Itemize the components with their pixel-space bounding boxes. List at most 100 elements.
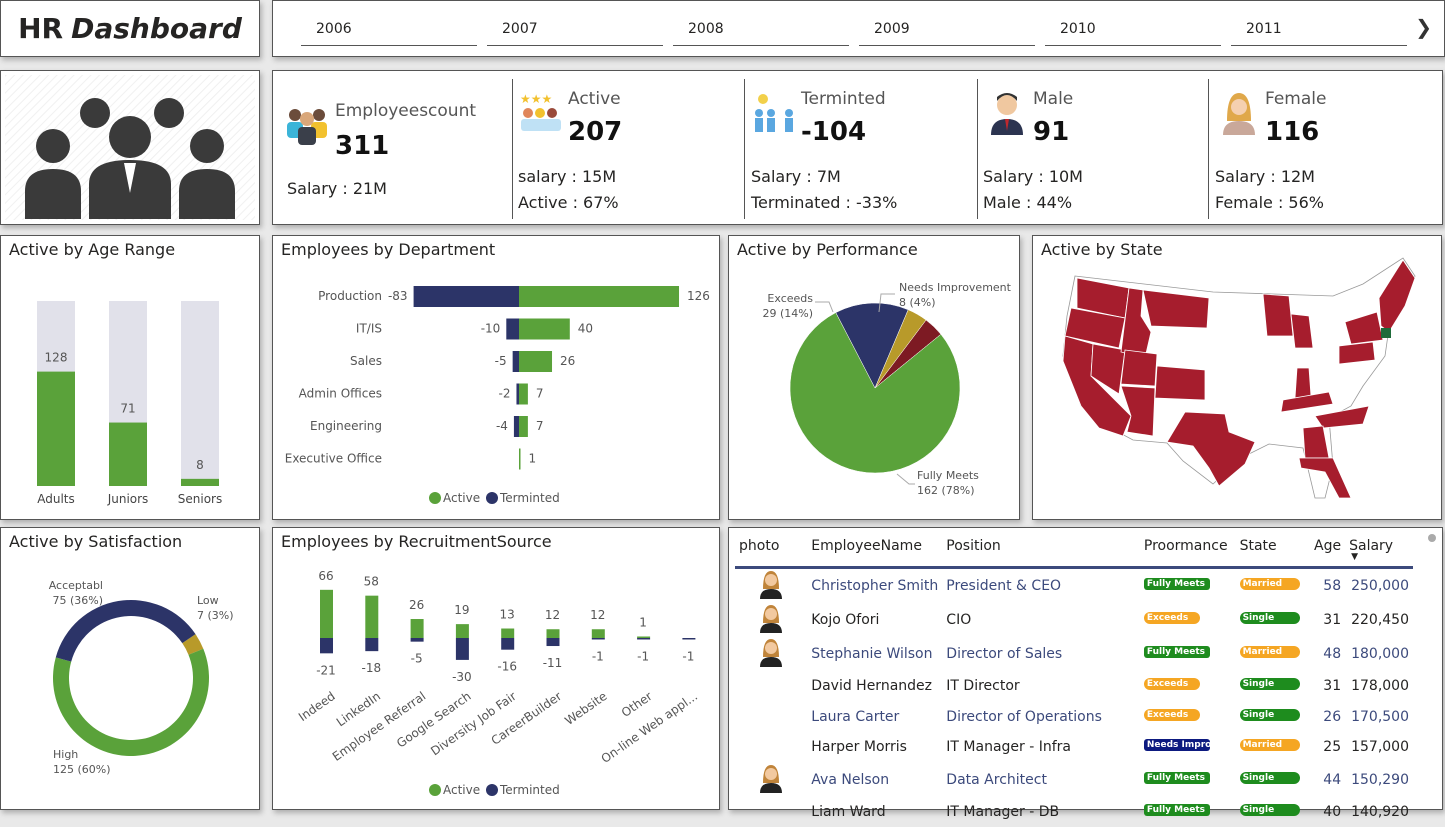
position: IT Manager - Infra bbox=[942, 732, 1140, 763]
kpi-value: 116 bbox=[1265, 117, 1319, 147]
state-wisconsin bbox=[1291, 314, 1313, 348]
age-bar-juniors bbox=[109, 423, 147, 486]
donut-value-label: 7 (3%) bbox=[197, 609, 234, 622]
state-pennsylvania bbox=[1339, 342, 1375, 364]
photo-cell bbox=[735, 671, 807, 702]
year-2007[interactable]: 2007 bbox=[487, 21, 663, 46]
table-row[interactable]: Laura Carter Director of Operations Exce… bbox=[735, 702, 1413, 733]
divider bbox=[744, 79, 745, 219]
recruit-category-label: Other bbox=[619, 689, 655, 720]
employee-name: Kojo Ofori bbox=[807, 603, 942, 637]
state-badge: Single bbox=[1240, 678, 1300, 690]
kpi-salary: Salary : 10M bbox=[983, 167, 1083, 186]
dept-terminated-label: -4 bbox=[496, 419, 508, 433]
table-row[interactable]: Christopher Smith President & CEO Fully … bbox=[735, 568, 1413, 604]
state-cell: Single bbox=[1236, 702, 1306, 733]
col-photo[interactable]: photo bbox=[735, 536, 807, 568]
recruit-terminated-label: -18 bbox=[361, 661, 381, 675]
salary: 150,290 bbox=[1345, 763, 1413, 797]
kpi-label: Employeescount bbox=[335, 101, 476, 121]
table-row[interactable]: Kojo Ofori CIO Exceeds Single 31 220,450 bbox=[735, 603, 1413, 637]
table-row[interactable]: David Hernandez IT Director Exceeds Sing… bbox=[735, 671, 1413, 702]
age-bar-label: 71 bbox=[120, 402, 135, 416]
performance-badge: Exceeds bbox=[1144, 678, 1200, 690]
year-2009[interactable]: 2009 bbox=[859, 21, 1035, 46]
dept-active-bar bbox=[519, 286, 679, 307]
performance-cell: Fully Meets bbox=[1140, 637, 1236, 671]
year-2008[interactable]: 2008 bbox=[673, 21, 849, 46]
state-cell: Single bbox=[1236, 763, 1306, 797]
donut-value-label: 125 (60%) bbox=[53, 763, 111, 776]
col-age[interactable]: Age bbox=[1305, 536, 1345, 568]
performance-cell: Fully Meets bbox=[1140, 568, 1236, 604]
col-employee-name[interactable]: EmployeeName bbox=[807, 536, 942, 568]
kpi-active: ★★★ Active 207 salary : 15M Active : 67% bbox=[518, 77, 738, 219]
recruit-terminated-bar bbox=[411, 638, 424, 642]
recruit-active-label: 66 bbox=[318, 569, 333, 583]
dept-active-bar bbox=[519, 319, 570, 340]
pie-label: Fully Meets bbox=[917, 469, 979, 482]
recruit-terminated-bar bbox=[365, 638, 378, 651]
performance-badge: Exceeds bbox=[1144, 612, 1200, 624]
recruit-terminated-bar bbox=[456, 638, 469, 660]
year-2006[interactable]: 2006 bbox=[301, 21, 477, 46]
legend-active: Active bbox=[443, 783, 480, 797]
col-state[interactable]: State bbox=[1236, 536, 1306, 568]
state-cell: Married bbox=[1236, 568, 1306, 604]
recruit-active-bar bbox=[637, 637, 650, 639]
kpi-label: Active bbox=[568, 89, 621, 109]
pie-label: Needs Improvement bbox=[899, 281, 1012, 294]
dept-category-label: Executive Office bbox=[285, 452, 382, 466]
age: 31 bbox=[1305, 603, 1345, 637]
col-salary[interactable]: Salary▼ bbox=[1345, 536, 1413, 568]
kpi-percent: Male : 44% bbox=[983, 193, 1072, 212]
age-bar-label: 128 bbox=[45, 351, 68, 365]
employee-name: Laura Carter bbox=[807, 702, 942, 733]
kpi-label: Male bbox=[1033, 89, 1073, 109]
dept-terminated-bar bbox=[514, 416, 519, 437]
people-transfer-icon bbox=[751, 91, 799, 135]
col-position[interactable]: Position bbox=[942, 536, 1140, 568]
employee-name: Ava Nelson bbox=[807, 763, 942, 797]
male-avatar-icon bbox=[989, 91, 1037, 135]
kpi-salary: Salary : 12M bbox=[1215, 167, 1315, 186]
col-performance[interactable]: Proormance bbox=[1140, 536, 1236, 568]
photo-cell bbox=[735, 568, 807, 604]
kpi-percent: Active : 67% bbox=[518, 193, 619, 212]
dept-active-label: 40 bbox=[578, 322, 593, 336]
position: President & CEO bbox=[942, 568, 1140, 604]
scrollbar[interactable] bbox=[1428, 534, 1436, 542]
recruit-active-bar bbox=[592, 629, 605, 638]
performance-badge: Fully Meets bbox=[1144, 578, 1210, 590]
pie-label: Exceeds bbox=[767, 292, 813, 305]
legend-terminated-marker bbox=[486, 492, 498, 504]
kpi-value: 311 bbox=[335, 131, 389, 161]
table-row[interactable]: Ava Nelson Data Architect Fully Meets Si… bbox=[735, 763, 1413, 797]
table-row[interactable]: Stephanie Wilson Director of Sales Fully… bbox=[735, 637, 1413, 671]
recruit-terminated-label: -30 bbox=[452, 670, 472, 684]
employee-name: Harper Morris bbox=[807, 732, 942, 763]
dept-category-label: IT/IS bbox=[356, 322, 382, 336]
chevron-right-icon[interactable]: ❯ bbox=[1415, 15, 1432, 39]
recruit-terminated-label: -11 bbox=[543, 656, 563, 670]
table-row[interactable]: Harper Morris IT Manager - Infra Needs I… bbox=[735, 732, 1413, 763]
dept-active-label: 7 bbox=[536, 387, 544, 401]
dept-active-label: 126 bbox=[687, 289, 710, 303]
year-2011[interactable]: 2011 bbox=[1231, 21, 1407, 46]
performance-badge: Fully Meets bbox=[1144, 804, 1210, 816]
year-2010[interactable]: 2010 bbox=[1045, 21, 1221, 46]
dept-active-bar bbox=[519, 384, 528, 405]
age-bar-label: 8 bbox=[196, 458, 204, 472]
recruit-terminated-label: -21 bbox=[316, 663, 336, 677]
us-map[interactable] bbox=[1033, 236, 1441, 519]
pie-value-label: 8 (4%) bbox=[899, 296, 936, 309]
position: Director of Operations bbox=[942, 702, 1140, 733]
recruit-active-label: 19 bbox=[454, 603, 469, 617]
donut-value-label: 75 (36%) bbox=[52, 594, 103, 607]
recruit-terminated-label: -1 bbox=[592, 650, 604, 664]
